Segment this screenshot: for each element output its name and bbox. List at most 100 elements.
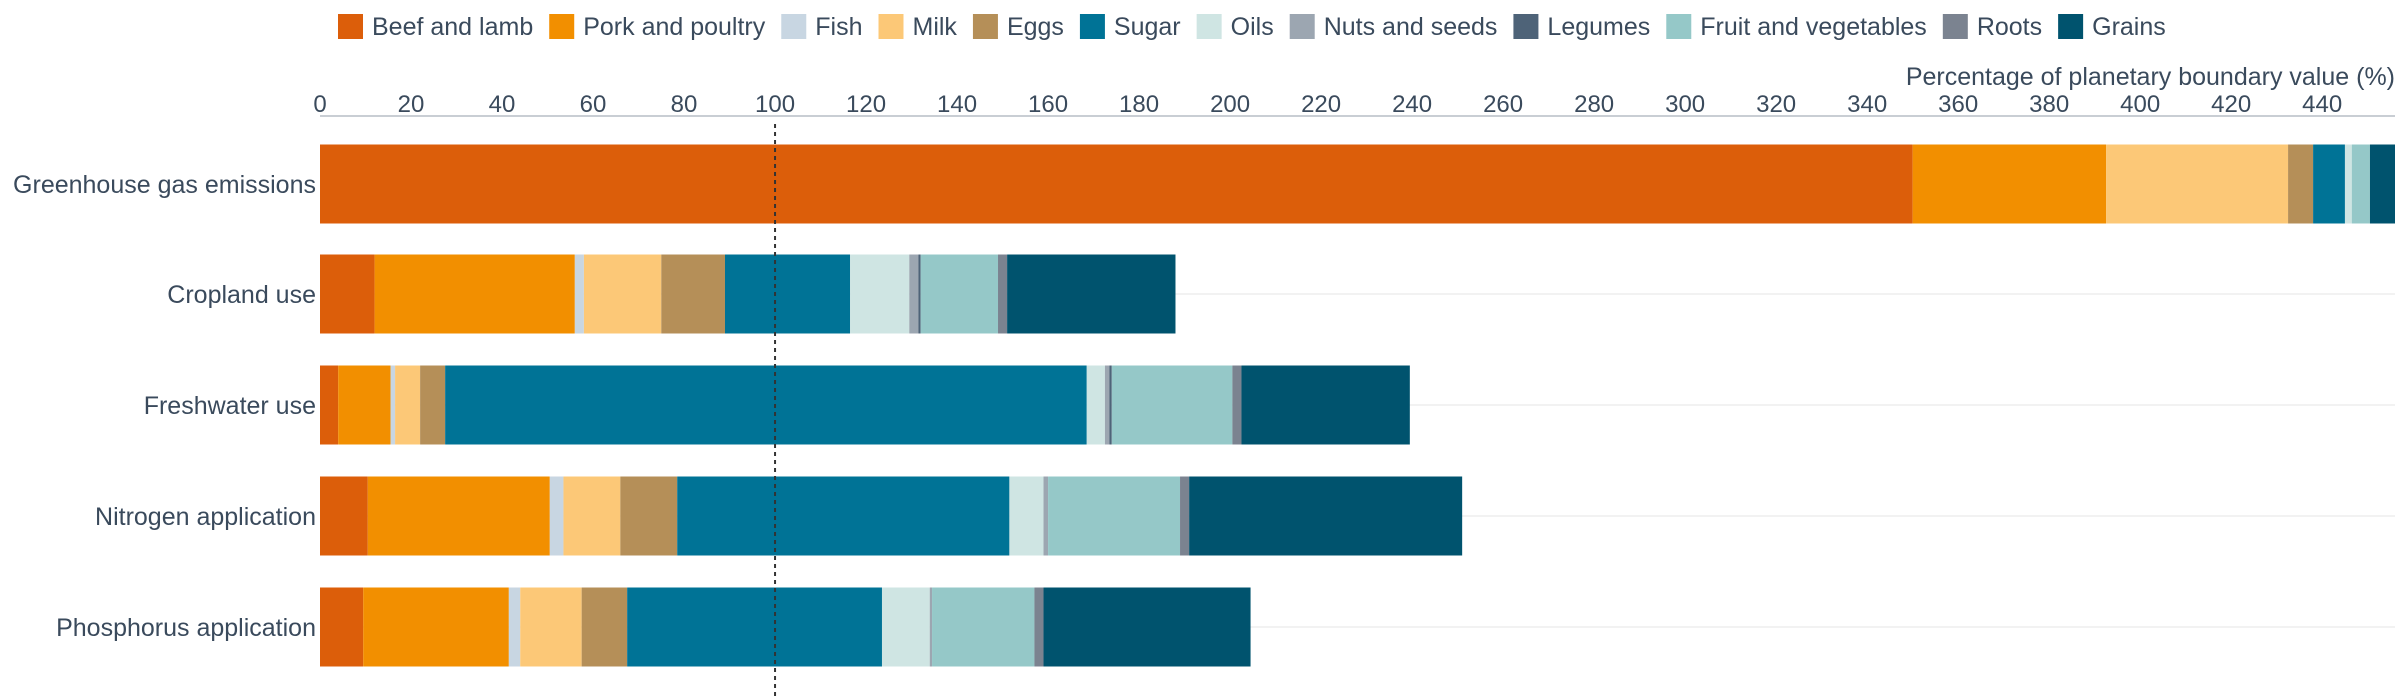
legend-swatch-fruit-and-vegetables — [1666, 14, 1692, 39]
bar-segment-greenhouse-gas-emissions-milk — [2106, 144, 2289, 224]
x-tick-label: 80 — [671, 91, 698, 118]
category-label-phosphorus-application: Phosphorus application — [56, 614, 316, 642]
legend-label-beef-and-lamb: Beef and lamb — [372, 13, 533, 41]
x-tick-label: 140 — [937, 91, 977, 118]
legend-swatch-sugar — [1079, 14, 1105, 39]
legend-swatch-beef-and-lamb — [338, 14, 363, 39]
x-axis-title: Percentage of planetary boundary value (… — [1906, 63, 2395, 91]
category-label-freshwater-use: Freshwater use — [144, 392, 316, 420]
x-tick-label: 440 — [2302, 91, 2342, 118]
x-tick-label: 340 — [1847, 91, 1887, 118]
x-tick-label: 180 — [1119, 91, 1159, 118]
legend-label-roots: Roots — [1977, 13, 2042, 41]
bar-segment-phosphorus-application-nuts-and-seeds — [929, 587, 933, 667]
bar-segment-cropland-use-fish — [574, 254, 584, 334]
bar-segment-cropland-use-beef-and-lamb — [320, 254, 375, 334]
x-tick-label: 120 — [846, 91, 886, 118]
bar-segment-cropland-use-legumes — [918, 254, 921, 334]
bar-segment-freshwater-use-milk — [395, 365, 421, 445]
category-label-greenhouse-gas-emissions: Greenhouse gas emissions — [13, 171, 316, 199]
bar-segment-greenhouse-gas-emissions-pork-and-poultry — [1912, 144, 2107, 224]
x-tick-label: 60 — [580, 91, 607, 118]
legend-label-fish: Fish — [815, 13, 862, 41]
category-labels: Greenhouse gas emissions Cropland use Fres… — [13, 171, 316, 642]
bar-segment-phosphorus-application-milk — [520, 587, 582, 667]
x-tick-label: 200 — [1210, 91, 1250, 118]
bar-segment-phosphorus-application-grains — [1043, 587, 1251, 667]
bar-segment-phosphorus-application-fish — [508, 587, 521, 667]
bar-segment-cropland-use-milk — [583, 254, 662, 334]
x-tick-label: 40 — [489, 91, 516, 118]
legend-label-eggs: Eggs — [1007, 13, 1064, 41]
bar-segment-greenhouse-gas-emissions-oils — [2344, 144, 2352, 224]
legend-swatch-grains — [2058, 14, 2084, 39]
bar-segment-cropland-use-pork-and-poultry — [374, 254, 575, 334]
bar-segment-phosphorus-application-roots — [1034, 587, 1044, 667]
legend-label-fruit-and-vegetables: Fruit and vegetables — [1700, 13, 1927, 41]
bar-segment-nitrogen-application-grains — [1189, 476, 1463, 556]
row-gridlines — [320, 293, 2395, 628]
bar-segment-nitrogen-application-nuts-and-seeds — [1043, 476, 1049, 556]
bar-segment-greenhouse-gas-emissions-grains — [2369, 144, 2395, 224]
x-tick-label: 320 — [1756, 91, 1796, 118]
bar-segment-freshwater-use-oils — [1086, 365, 1105, 445]
bar-segment-cropland-use-grains — [1007, 254, 1176, 334]
bar-segment-cropland-use-roots — [998, 254, 1008, 334]
bar-segment-nitrogen-application-oils — [1009, 476, 1044, 556]
bar-segment-freshwater-use-nuts-and-seeds — [1104, 365, 1110, 445]
legend-label-milk: Milk — [913, 13, 958, 41]
x-tick-label: 280 — [1574, 91, 1614, 118]
bar-segment-freshwater-use-legumes — [1109, 365, 1112, 445]
bar-segment-nitrogen-application-fish — [549, 476, 564, 556]
bar-segment-phosphorus-application-beef-and-lamb — [320, 587, 364, 667]
legend-swatch-nuts-and-seeds — [1289, 14, 1315, 39]
legend-label-oils: Oils — [1231, 13, 1274, 41]
legend-label-grains: Grains — [2092, 13, 2166, 41]
x-axis-ticks: 0 20 40 60 80 100 120 140 160 180 200 220 240 260 280 3… — [313, 91, 2342, 118]
bar-segment-greenhouse-gas-emissions-sugar — [2313, 144, 2345, 224]
legend-swatch-pork-and-poultry — [549, 14, 575, 39]
bar-segment-greenhouse-gas-emissions-beef-and-lamb — [320, 144, 1913, 224]
legend-label-pork-and-poultry: Pork and poultry — [583, 13, 766, 41]
bar-segment-freshwater-use-roots — [1232, 365, 1242, 445]
bar-segment-nitrogen-application-sugar — [677, 476, 1010, 556]
bar-segment-freshwater-use-fish — [390, 365, 396, 445]
bar-segment-greenhouse-gas-emissions-eggs — [2288, 144, 2314, 224]
legend-swatch-roots — [1942, 14, 1968, 39]
x-tick-label: 380 — [2029, 91, 2069, 118]
bar-segment-nitrogen-application-eggs — [620, 476, 678, 556]
bar-segment-phosphorus-application-pork-and-poultry — [363, 587, 509, 667]
x-tick-label: 420 — [2211, 91, 2251, 118]
x-tick-label: 0 — [313, 91, 326, 118]
bar-segment-phosphorus-application-oils — [881, 587, 930, 667]
legend-label-sugar: Sugar — [1114, 13, 1181, 41]
bar-segment-nitrogen-application-roots — [1180, 476, 1190, 556]
bar-segment-freshwater-use-grains — [1241, 365, 1410, 445]
bar-segment-greenhouse-gas-emissions-fruit-and-vegetables — [2351, 144, 2370, 224]
bar-segment-cropland-use-sugar — [724, 254, 851, 334]
legend-label-nuts-and-seeds: Nuts and seeds — [1324, 13, 1498, 41]
x-tick-label: 300 — [1665, 91, 1705, 118]
legend-swatch-fish — [781, 14, 807, 39]
legend-swatch-legumes — [1513, 14, 1539, 39]
bar-segment-nitrogen-application-milk — [563, 476, 621, 556]
x-tick-label: 260 — [1483, 91, 1523, 118]
bars — [320, 144, 2395, 667]
x-tick-label: 400 — [2120, 91, 2160, 118]
bar-segment-nitrogen-application-pork-and-poultry — [367, 476, 550, 556]
category-label-cropland-use: Cropland use — [167, 281, 316, 309]
legend-label-legumes: Legumes — [1547, 13, 1650, 41]
x-tick-label: 160 — [1028, 91, 1068, 118]
bar-segment-freshwater-use-fruit-and-vegetables — [1111, 365, 1233, 445]
bar-segment-nitrogen-application-beef-and-lamb — [320, 476, 368, 556]
bar-segment-cropland-use-oils — [850, 254, 910, 334]
bar-segment-phosphorus-application-fruit-and-vegetables — [932, 587, 1035, 667]
bar-segment-phosphorus-application-eggs — [581, 587, 628, 667]
bar-segment-freshwater-use-eggs — [420, 365, 446, 445]
bar-segment-nitrogen-application-fruit-and-vegetables — [1048, 476, 1181, 556]
x-tick-label: 360 — [1938, 91, 1978, 118]
x-tick-label: 20 — [398, 91, 425, 118]
category-label-nitrogen-application: Nitrogen application — [95, 503, 316, 531]
x-tick-label: 220 — [1301, 91, 1341, 118]
